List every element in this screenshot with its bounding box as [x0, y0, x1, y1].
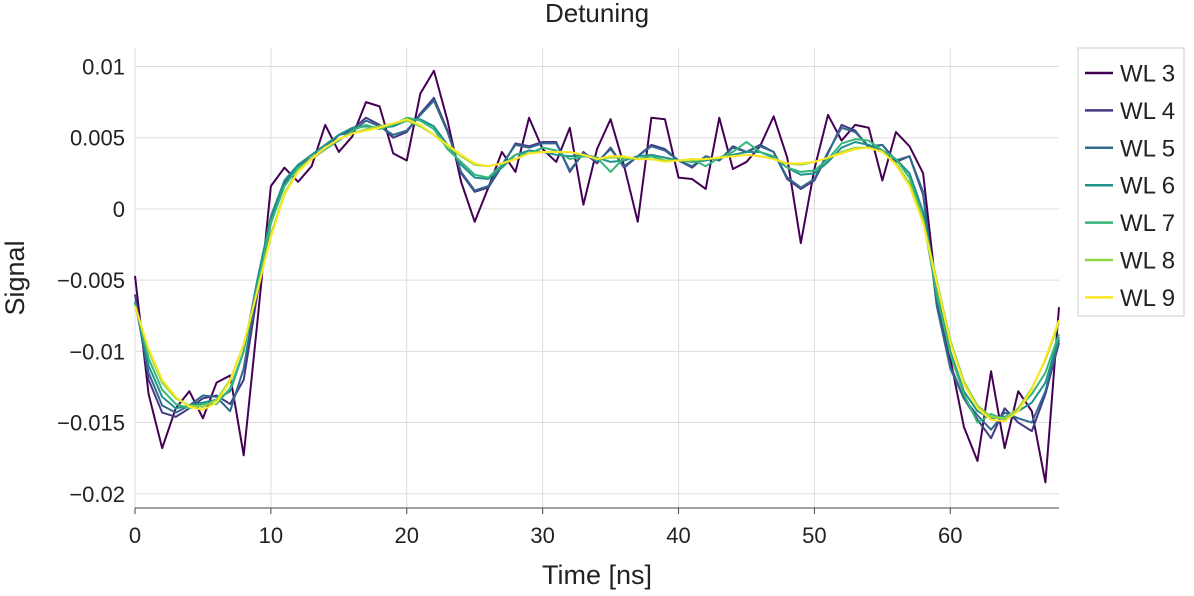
legend-item[interactable]: WL 5 [1085, 135, 1175, 162]
series-line-wl-7 [134, 116, 1060, 424]
series-line-wl-3 [134, 69, 1060, 484]
x-tick-label: 20 [395, 523, 419, 548]
legend-label: WL 5 [1120, 135, 1175, 162]
y-tick-label: 0.005 [70, 126, 125, 151]
series-line-wl-9 [134, 118, 1060, 423]
y-axis-title: Signal [0, 240, 30, 315]
legend-item[interactable]: WL 8 [1085, 248, 1175, 275]
legend-label: WL 9 [1120, 285, 1175, 312]
x-tick-label: 30 [530, 523, 554, 548]
legend-label: WL 4 [1120, 98, 1175, 125]
y-axis: 0.01 0.005 0 −0.005 −0.01 −0.015 −0.02 [57, 55, 125, 507]
legend[interactable]: WL 3 WL 4 WL 5 WL 6 WL 7 WL 8 WL 9 [1077, 47, 1185, 317]
legend-label: WL 7 [1120, 210, 1175, 237]
legend-label: WL 3 [1120, 61, 1175, 88]
legend-item[interactable]: WL 3 [1085, 61, 1175, 88]
y-tick-label: 0 [113, 197, 125, 222]
x-tick-label: 10 [259, 523, 283, 548]
legend-item[interactable]: WL 7 [1085, 210, 1175, 237]
x-tick-label: 0 [129, 523, 141, 548]
y-tick-label: −0.005 [57, 268, 125, 293]
legend-item[interactable]: WL 6 [1085, 173, 1175, 200]
series-lines [134, 69, 1060, 484]
x-axis-title: Time [ns] [542, 560, 652, 590]
legend-item[interactable]: WL 4 [1085, 98, 1175, 125]
grid [134, 48, 1059, 508]
x-tick-label: 50 [802, 523, 826, 548]
x-axis: 0 10 20 30 40 50 60 [129, 507, 1059, 548]
y-tick-label: 0.01 [82, 55, 125, 80]
legend-item[interactable]: WL 9 [1085, 285, 1175, 312]
chart-title: Detuning [545, 0, 649, 28]
legend-label: WL 8 [1120, 248, 1175, 275]
y-tick-label: −0.02 [69, 482, 125, 507]
x-tick-label: 40 [666, 523, 690, 548]
y-tick-label: −0.015 [57, 411, 125, 436]
y-tick-label: −0.01 [69, 339, 125, 364]
series-line-wl-8 [134, 119, 1060, 420]
x-tick-label: 60 [938, 523, 962, 548]
legend-label: WL 6 [1120, 173, 1175, 200]
legend-box [1077, 47, 1185, 317]
